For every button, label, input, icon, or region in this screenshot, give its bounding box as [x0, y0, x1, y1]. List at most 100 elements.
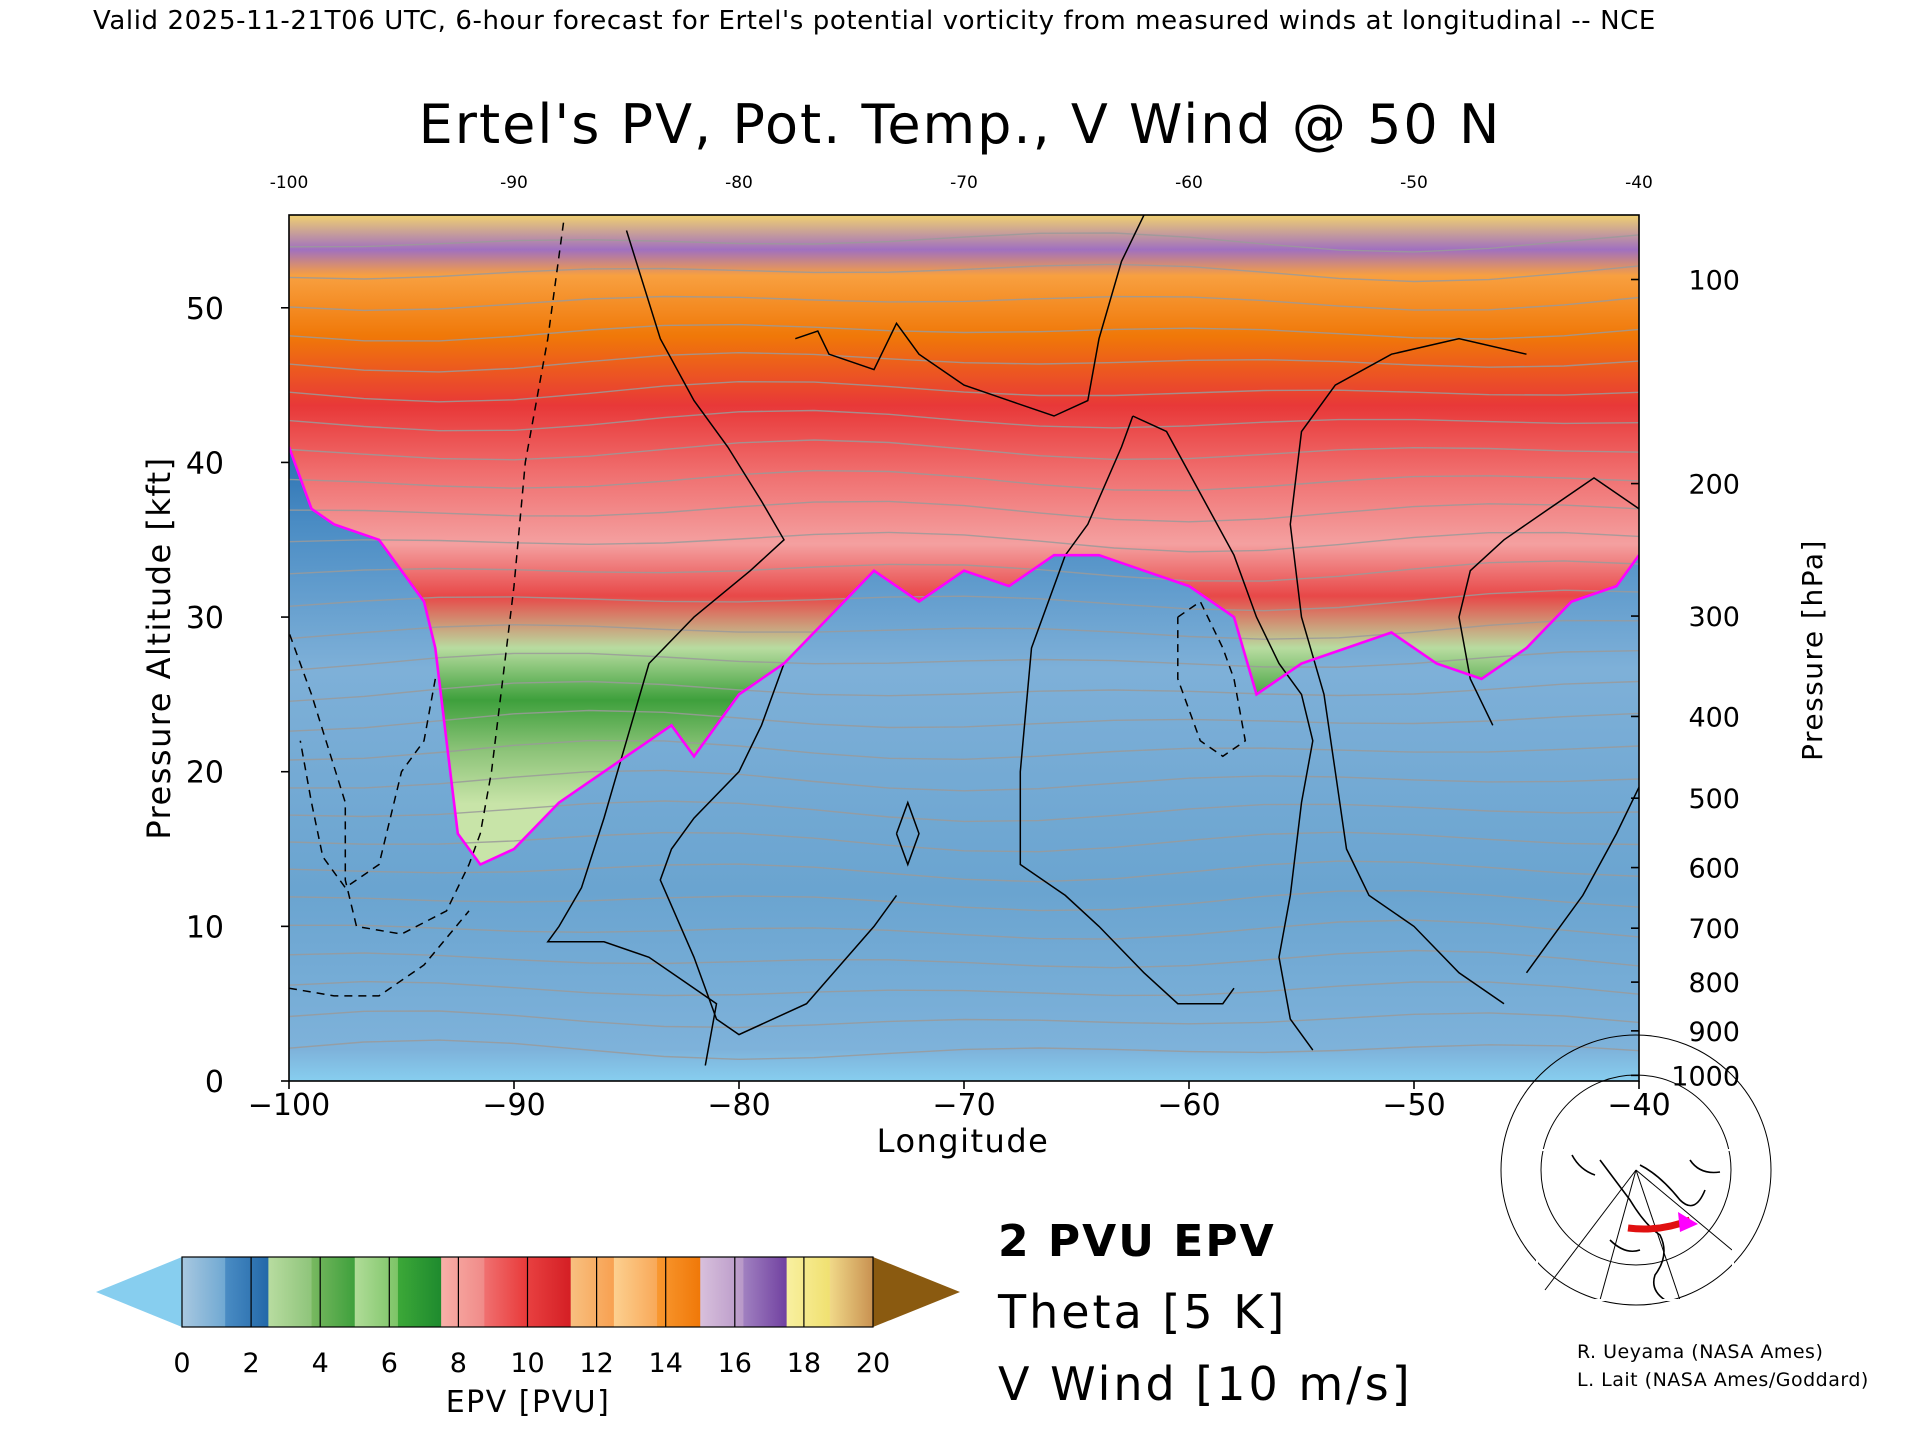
x-axis-label: Longitude — [877, 1122, 1050, 1160]
theta-isentrope — [289, 980, 1639, 997]
colorbar-label: EPV [PVU] — [446, 1385, 611, 1420]
x-tick-label: −70 — [932, 1088, 995, 1123]
x-top-tick-label: -40 — [1625, 173, 1653, 193]
theta-isentrope — [289, 739, 1639, 761]
x-tick-label: −100 — [248, 1088, 330, 1123]
y-tick-label: 10 — [186, 910, 224, 945]
colorbar-tick-label: 20 — [856, 1348, 890, 1379]
v-wind-contour — [1525, 786, 1639, 974]
y-axis-label-left: Pressure Altitude [kft] — [140, 456, 178, 839]
theta-isentrope — [289, 323, 1639, 342]
pressure-tick-label: 200 — [1688, 470, 1740, 501]
v-wind-contour — [1289, 337, 1527, 1005]
pressure-tick-label: 1000 — [1671, 1061, 1740, 1092]
x-top-tick-label: -60 — [1175, 173, 1203, 193]
pressure-tick-label: 400 — [1688, 702, 1740, 733]
y-tick-label: 50 — [186, 292, 224, 327]
x-top-tick-label: -50 — [1400, 173, 1428, 193]
theta-isentrope — [289, 295, 1639, 312]
theta-isentrope — [289, 351, 1639, 373]
theta-isentrope — [289, 409, 1639, 432]
v-wind-contour — [795, 215, 1145, 417]
v-wind-contour — [546, 230, 785, 1066]
inset-locator-map — [1500, 1034, 1772, 1306]
theta-isentrope — [289, 949, 1639, 969]
colorbar-tick-label: 4 — [312, 1348, 329, 1379]
colorbar-bin — [268, 1257, 313, 1327]
y-axis-label-right: Pressure [hPa] — [1796, 539, 1829, 761]
y-axis-right: 100 200 300 400 500 600 700 800 900 1000 — [1631, 266, 1740, 1092]
pressure-tick-label: 700 — [1688, 914, 1740, 945]
x-tick-label: −60 — [1157, 1088, 1220, 1123]
colorbar-tick-label: 14 — [649, 1348, 683, 1379]
colorbar-bin — [527, 1257, 572, 1327]
colorbar-bin — [311, 1257, 356, 1327]
theta-isentrope — [289, 469, 1639, 492]
chart-title: Ertel's PV, Pot. Temp., V Wind @ 50 N — [419, 93, 1502, 156]
pressure-tick-label: 600 — [1688, 854, 1740, 885]
v-wind-contour — [1177, 600, 1247, 758]
colorbar-ticks: 0 2 4 6 8 10 12 14 16 18 20 — [173, 1256, 890, 1379]
v-wind-contour — [289, 910, 470, 997]
colorbar-tick-label: 18 — [787, 1348, 821, 1379]
v-wind-contour — [659, 663, 898, 1036]
credit-line-1: R. Ueyama (NASA Ames) — [1577, 1341, 1823, 1363]
colorbar-bin — [613, 1257, 658, 1327]
theta-isentrope — [289, 831, 1639, 853]
theta-isentrope — [289, 500, 1639, 523]
pressure-tick-label: 300 — [1688, 602, 1740, 633]
colorbar-bin — [743, 1257, 788, 1327]
x-top-tick-label: -90 — [500, 173, 528, 193]
colorbar: 0 2 4 6 8 10 12 14 16 18 20 EPV [PVU] — [96, 1256, 960, 1420]
colorbar-bin — [354, 1257, 399, 1327]
colorbar-tick-label: 0 — [173, 1348, 190, 1379]
colorbar-tick-label: 12 — [579, 1348, 613, 1379]
theta-isentrope — [289, 1010, 1639, 1029]
x-axis-bottom: −100 −90 −80 −70 −60 −50 −40 — [248, 1081, 1671, 1123]
y-tick-label: 20 — [186, 756, 224, 791]
y-axis-left: 0 10 20 30 40 50 — [186, 292, 289, 1100]
theta-isentrope — [289, 1039, 1639, 1061]
pv2-contour — [289, 446, 1639, 867]
epv-field — [289, 215, 1639, 1081]
x-top-tick-label: -80 — [725, 173, 753, 193]
theta-isentrope — [289, 709, 1639, 732]
y-tick-label: 0 — [205, 1065, 224, 1100]
x-axis-top: -100 -90 -80 -70 -60 -50 -40 — [270, 173, 1653, 193]
theta-isentrope — [289, 919, 1639, 940]
colorbar-bin — [786, 1257, 831, 1327]
colorbar-under-arrow — [96, 1257, 182, 1327]
x-tick-label: −80 — [707, 1088, 770, 1123]
theta-isentrope — [289, 860, 1639, 883]
colorbar-tick-label: 16 — [718, 1348, 752, 1379]
pressure-tick-label: 500 — [1688, 784, 1740, 815]
colorbar-bin — [441, 1257, 485, 1327]
theta-isentrope — [289, 263, 1639, 283]
legend-theta: Theta [5 K] — [997, 1285, 1287, 1339]
inset-marker — [1678, 1212, 1698, 1232]
v-wind-contour — [1019, 415, 1235, 1005]
pressure-tick-label: 100 — [1688, 266, 1740, 297]
y-tick-label: 40 — [186, 446, 224, 481]
colorbar-tick-label: 10 — [510, 1348, 544, 1379]
colorbar-over-arrow — [873, 1257, 960, 1327]
theta-isentrope — [289, 619, 1639, 640]
colorbar-bin — [829, 1257, 874, 1327]
colorbar-bin — [700, 1257, 745, 1327]
x-top-tick-label: -70 — [950, 173, 978, 193]
theta-isentrope — [289, 531, 1639, 553]
legend-pv2: 2 PVU EPV — [998, 1216, 1276, 1267]
theta-isentrope — [289, 439, 1639, 461]
colorbar-bin — [484, 1257, 529, 1327]
colorbar-tick-label: 2 — [243, 1348, 260, 1379]
credit-line-2: L. Lait (NASA Ames/Goddard) — [1577, 1369, 1869, 1391]
v-wind-contour — [1132, 415, 1314, 1051]
theta-isentrope — [289, 380, 1639, 403]
pressure-tick-label: 800 — [1688, 968, 1740, 999]
theta-contours — [289, 232, 1639, 1061]
v-wind-contour — [289, 222, 565, 935]
pressure-tick-label: 900 — [1688, 1017, 1740, 1048]
theta-isentrope — [289, 680, 1639, 703]
v-wind-contour — [895, 800, 920, 867]
